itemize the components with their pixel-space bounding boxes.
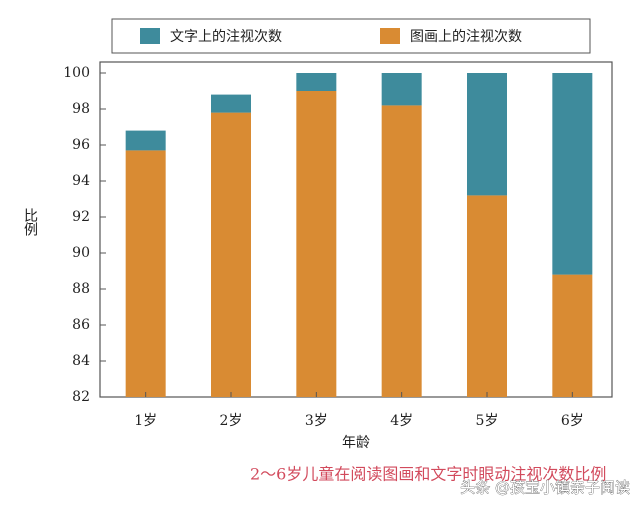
- y-tick-label: 96: [72, 137, 90, 153]
- x-tick-label: 2岁: [220, 413, 243, 429]
- bar-segment: [381, 105, 422, 398]
- bar-segment: [296, 73, 337, 91]
- legend-label: 文字上的注视次数: [170, 29, 282, 45]
- bar-segment: [125, 150, 166, 397]
- x-axis-label: 年龄: [342, 435, 370, 451]
- bar-segment: [552, 73, 593, 275]
- y-tick-label: 94: [72, 173, 90, 189]
- watermark: 头条 @孩宝小镇亲子阅读: [460, 479, 630, 497]
- y-tick-label: 98: [72, 101, 90, 117]
- bar-segment: [467, 195, 507, 397]
- bar-segment: [125, 130, 166, 151]
- x-tick-label: 3岁: [305, 413, 328, 429]
- caption: 2～6岁儿童在阅读图画和文字时眼动注视次数比例: [250, 465, 606, 484]
- bar-segment: [467, 73, 507, 196]
- y-tick-label: 92: [72, 209, 90, 225]
- bar-segment: [211, 94, 251, 113]
- x-tick-label: 5岁: [476, 413, 499, 429]
- y-tick-label: 100: [63, 65, 90, 81]
- y-tick-label: 84: [72, 353, 90, 369]
- x-tick-label: 4岁: [390, 413, 413, 429]
- legend-label: 图画上的注视次数: [410, 29, 522, 45]
- legend-box: [111, 18, 591, 54]
- legend-swatch: [380, 28, 400, 44]
- legend-swatch: [140, 28, 160, 44]
- bar-segment: [552, 274, 593, 397]
- bar-segment: [211, 112, 251, 397]
- y-tick-label: 86: [72, 317, 90, 333]
- y-axis-label: 比例: [22, 208, 38, 237]
- plot-frame: [99, 61, 613, 398]
- y-tick-label: 88: [72, 281, 90, 297]
- x-tick-label: 1岁: [134, 413, 157, 429]
- y-tick-label: 90: [72, 245, 90, 261]
- bar-segment: [296, 91, 337, 397]
- x-tick-label: 6岁: [561, 413, 584, 429]
- y-tick-label: 82: [72, 389, 90, 405]
- bar-segment: [381, 73, 422, 106]
